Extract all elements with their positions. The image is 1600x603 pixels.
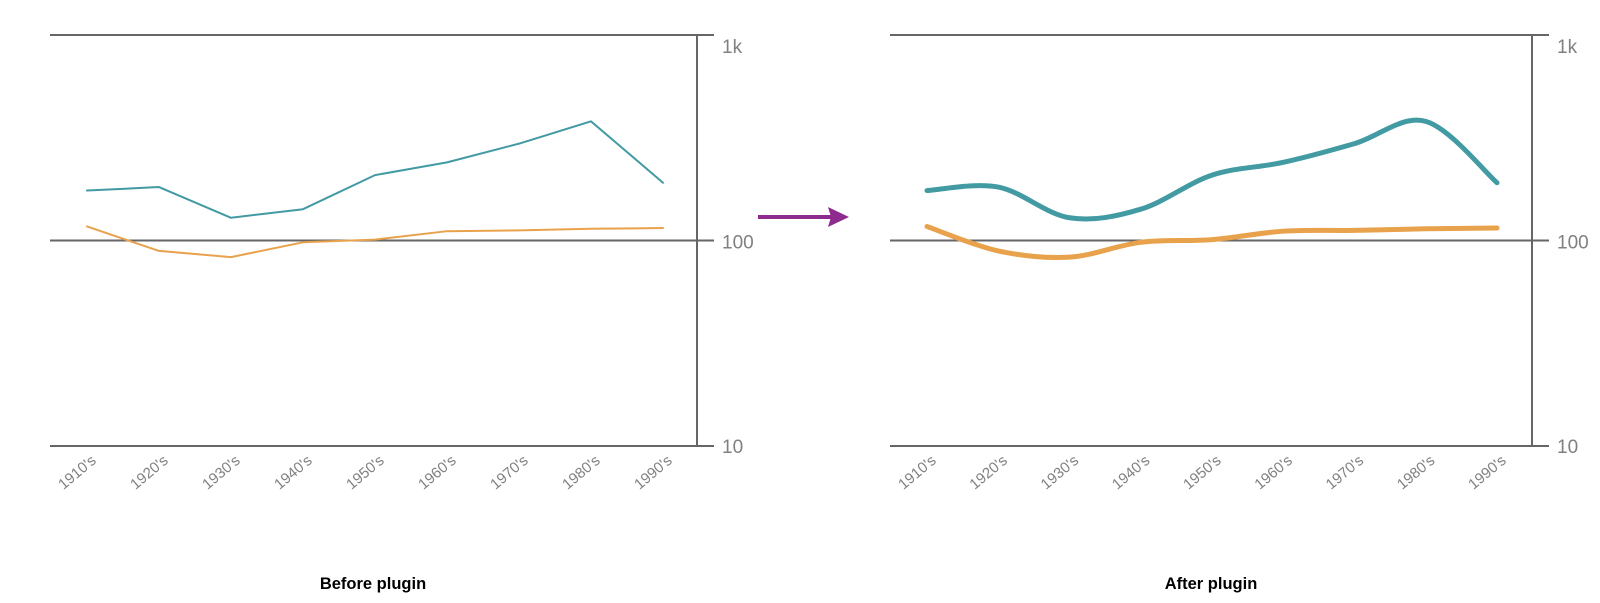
x-tick-label: 1950's bbox=[343, 452, 387, 493]
x-tick-label: 1970's bbox=[1323, 452, 1367, 493]
x-tick-label: 1930's bbox=[1038, 452, 1082, 493]
x-tick-label: 1930's bbox=[199, 452, 243, 493]
y-tick-label: 1k bbox=[1557, 37, 1578, 58]
right-arrow-icon bbox=[758, 207, 849, 227]
x-tick-label: 1910's bbox=[895, 452, 939, 493]
chart-title-before: Before plugin bbox=[320, 575, 426, 593]
x-tick-label: 1960's bbox=[1251, 452, 1295, 493]
x-tick-label: 1990's bbox=[631, 452, 675, 493]
y-tick-label: 10 bbox=[722, 437, 743, 458]
y-tick-label: 10 bbox=[1557, 437, 1578, 458]
series-line-orange bbox=[86, 225, 664, 259]
x-tick-label: 1990's bbox=[1465, 452, 1509, 493]
y-tick-label: 1k bbox=[722, 37, 743, 58]
x-tick-label: 1960's bbox=[415, 452, 459, 493]
y-tick-label: 100 bbox=[722, 233, 754, 254]
x-tick-label: 1970's bbox=[487, 452, 531, 493]
x-tick-label: 1940's bbox=[1109, 452, 1153, 493]
y-tick-label: 100 bbox=[1557, 233, 1589, 254]
x-tick-label: 1980's bbox=[1394, 452, 1438, 493]
x-tick-label: 1920's bbox=[127, 452, 171, 493]
chart-before-plugin: 1k 100 10 1910's 1920's 1930's 1940's 1950's 196… bbox=[50, 34, 754, 493]
arrow-head bbox=[828, 207, 849, 227]
series-line-teal bbox=[86, 120, 664, 219]
x-tick-label: 1920's bbox=[966, 452, 1010, 493]
chart-after-plugin: 1k 100 10 1910's 1920's 1930's 1940's 1950's 196… bbox=[890, 34, 1589, 493]
series-line-teal bbox=[924, 117, 1500, 222]
series-line-orange bbox=[924, 223, 1500, 261]
x-tick-label: 1950's bbox=[1180, 452, 1224, 493]
chart-title-after: After plugin bbox=[1165, 575, 1258, 593]
x-tick-label: 1980's bbox=[559, 452, 603, 493]
x-tick-label: 1910's bbox=[55, 452, 99, 493]
x-tick-label: 1940's bbox=[271, 452, 315, 493]
